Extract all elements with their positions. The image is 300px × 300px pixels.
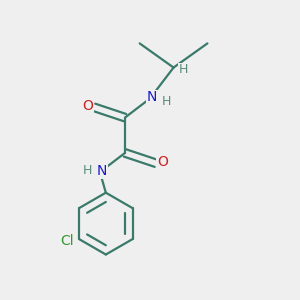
Text: N: N [147,90,157,104]
Text: H: H [178,63,188,76]
Text: H: H [161,95,171,108]
Text: Cl: Cl [60,233,74,248]
Text: H: H [83,164,92,177]
Text: N: N [97,164,107,178]
Text: O: O [157,155,168,169]
Text: O: O [82,99,93,113]
